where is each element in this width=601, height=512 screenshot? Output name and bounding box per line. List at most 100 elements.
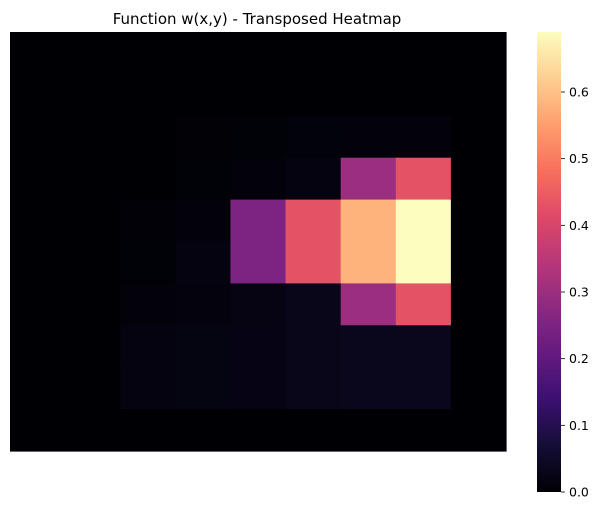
heatmap-cell — [450, 199, 507, 243]
heatmap-cell — [230, 32, 287, 75]
heatmap-cell — [450, 283, 507, 326]
heatmap-cell — [395, 325, 452, 368]
heatmap-cell — [230, 325, 287, 368]
heatmap-cell — [120, 157, 176, 201]
heatmap-cell — [65, 241, 121, 284]
heatmap-cell — [285, 199, 342, 243]
heatmap-cell — [230, 409, 287, 452]
heatmap-cell — [120, 367, 176, 410]
heatmap-cell — [120, 241, 176, 284]
heatmap-cell — [450, 367, 507, 410]
heatmap-cell — [340, 367, 397, 410]
heatmap-cell — [285, 325, 342, 368]
heatmap-cell — [285, 367, 342, 410]
heatmap-cell — [175, 367, 232, 410]
chart-title: Function w(x,y) - Transposed Heatmap — [113, 10, 402, 28]
heatmap-cell — [450, 115, 507, 159]
heatmap-cell — [450, 73, 507, 117]
heatmap-cell — [230, 283, 287, 326]
heatmap-cell — [10, 325, 66, 368]
heatmap-cell — [340, 241, 397, 284]
heatmap-cell — [10, 367, 66, 410]
heatmap-cell — [395, 73, 452, 117]
heatmap-cell — [340, 32, 397, 75]
heatmap-cell — [120, 115, 176, 159]
heatmap-cell — [175, 325, 232, 368]
heatmap-cell — [340, 325, 397, 368]
heatmap-cell — [395, 367, 452, 410]
heatmap-cell — [285, 241, 342, 284]
colorbar-tick-label: 0.2 — [569, 351, 589, 366]
heatmap-cell — [285, 32, 342, 75]
heatmap-cell — [120, 73, 176, 117]
heatmap-cell — [395, 241, 452, 284]
heatmap-cell — [65, 367, 121, 410]
heatmap-cell — [340, 73, 397, 117]
heatmap-cell — [175, 199, 232, 243]
heatmap-cell — [65, 199, 121, 243]
heatmap-cell — [340, 283, 397, 326]
heatmap-cell — [395, 283, 452, 326]
heatmap-cell — [230, 367, 287, 410]
heatmap-cell — [10, 157, 66, 201]
colorbar-tick-label: 0.4 — [569, 218, 589, 233]
heatmap-cell — [285, 73, 342, 117]
heatmap-cell — [285, 283, 342, 326]
heatmap-cell — [450, 157, 507, 201]
heatmap-cell — [450, 32, 507, 75]
heatmap-cell — [65, 32, 121, 75]
heatmap-cell — [65, 73, 121, 117]
heatmap-cell — [230, 73, 287, 117]
heatmap-cell — [120, 199, 176, 243]
heatmap-cell — [65, 325, 121, 368]
heatmap-cell — [65, 157, 121, 201]
heatmap-cell — [395, 115, 452, 159]
heatmap-cell — [450, 409, 507, 452]
heatmap-cell — [10, 73, 66, 117]
heatmap-cell — [285, 115, 342, 159]
heatmap-cell — [120, 409, 176, 452]
heatmap-cell — [450, 325, 507, 368]
heatmap-cell — [340, 409, 397, 452]
heatmap-cell — [395, 409, 452, 452]
heatmap-cell — [230, 115, 287, 159]
heatmap-cell — [230, 199, 287, 243]
heatmap-cell — [10, 115, 66, 159]
colorbar-ticks: 0.0 0.1 0.2 0.3 0.4 0.5 0.6 — [561, 85, 589, 500]
colorbar-tick-label: 0.1 — [569, 418, 589, 433]
heatmap-cell — [175, 409, 232, 452]
colorbar-tick-label: 0.5 — [569, 151, 589, 166]
heatmap-grid — [10, 32, 507, 452]
heatmap-cell — [175, 283, 232, 326]
heatmap-cell — [65, 283, 121, 326]
heatmap-cell — [230, 241, 287, 284]
heatmap-cell — [175, 157, 232, 201]
heatmap-cell — [65, 409, 121, 452]
heatmap-cell — [120, 325, 176, 368]
heatmap-cell — [285, 157, 342, 201]
heatmap-cell — [10, 241, 66, 284]
heatmap-cell — [10, 32, 66, 75]
heatmap-cell — [65, 115, 121, 159]
heatmap-cell — [340, 157, 397, 201]
heatmap-cell — [120, 283, 176, 326]
colorbar-tick-label: 0.0 — [569, 485, 589, 500]
heatmap-cell — [10, 283, 66, 326]
heatmap-cell — [175, 241, 232, 284]
heatmap-cell — [340, 115, 397, 159]
colorbar: 0.0 0.1 0.2 0.3 0.4 0.5 0.6 — [537, 32, 589, 500]
colorbar-tick-label: 0.6 — [569, 85, 589, 100]
heatmap-cell — [340, 199, 397, 243]
heatmap-cell — [175, 32, 232, 75]
colorbar-tick-label: 0.3 — [569, 285, 589, 300]
heatmap-cell — [450, 241, 507, 284]
heatmap-cell — [175, 73, 232, 117]
heatmap-cell — [175, 115, 232, 159]
heatmap-cell — [10, 199, 66, 243]
heatmap-cell — [285, 409, 342, 452]
heatmap-cell — [10, 409, 66, 452]
heatmap-cell — [395, 199, 452, 243]
heatmap-cell — [120, 32, 176, 75]
heatmap-cell — [230, 157, 287, 201]
